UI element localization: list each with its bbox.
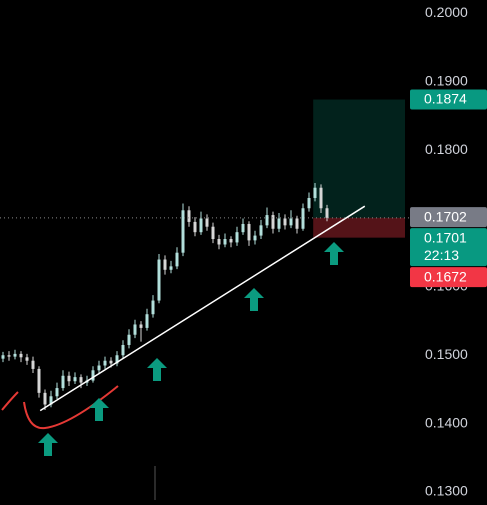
candle-body	[7, 355, 11, 357]
candle-body	[253, 235, 257, 241]
candle-body	[223, 239, 227, 245]
candle-body	[211, 226, 215, 240]
trendline	[39, 205, 366, 412]
profit-zone	[313, 99, 405, 218]
candle-body	[205, 218, 209, 227]
price-label-box	[410, 267, 487, 288]
candle-body	[229, 239, 233, 243]
candle-body	[133, 324, 137, 335]
candle-body	[37, 368, 41, 393]
candle-body	[169, 266, 173, 270]
candle-body	[79, 377, 83, 383]
y-tick-label: 0.2000	[425, 4, 468, 20]
candle-body	[313, 187, 317, 198]
plot-area	[0, 99, 410, 412]
candle-body	[25, 357, 29, 361]
candle-body	[157, 259, 161, 301]
candle-body	[115, 355, 119, 364]
candle-body	[295, 218, 299, 229]
candle-body	[1, 355, 5, 359]
up-arrow	[38, 433, 58, 456]
candle-body	[319, 187, 323, 209]
y-tick-label: 0.1900	[425, 72, 468, 88]
loss-zone	[313, 217, 405, 238]
candle-body	[31, 360, 35, 369]
candle-body	[49, 396, 53, 405]
candle-body	[241, 223, 245, 233]
price-label-box	[410, 207, 487, 228]
price-label: 0.1702	[424, 208, 467, 224]
candle-body	[325, 208, 329, 218]
candle-body	[121, 344, 125, 356]
candle-body	[145, 314, 149, 328]
y-tick-label: 0.1500	[425, 346, 468, 362]
price-label: 0.1701	[424, 229, 467, 245]
candle-body	[139, 324, 143, 328]
candle-body	[19, 353, 23, 358]
candle-body	[151, 300, 155, 315]
candle-body	[283, 218, 287, 226]
candle-body	[43, 392, 47, 405]
candle-body	[175, 252, 179, 267]
candle-body	[67, 375, 71, 382]
price-label-box	[410, 89, 487, 110]
up-arrow	[244, 288, 264, 311]
candle-body	[235, 232, 239, 243]
candle-body	[97, 365, 101, 371]
candle-body	[265, 215, 269, 226]
candle-body	[73, 377, 77, 382]
candle-body	[61, 375, 65, 389]
candle-body	[127, 334, 131, 345]
y-tick-label: 0.1800	[425, 141, 468, 157]
candle-body	[277, 218, 281, 229]
price-label-box	[410, 228, 487, 267]
candle-body	[103, 360, 107, 366]
candle-body	[271, 215, 275, 229]
candle-body	[187, 210, 191, 222]
candle-body	[163, 259, 167, 270]
countdown-label: 22:13	[424, 247, 459, 263]
candle-body	[91, 370, 95, 381]
candle-body	[55, 388, 59, 397]
candle-body	[247, 223, 251, 241]
candle-body	[301, 208, 305, 229]
up-arrow	[89, 398, 109, 421]
candle-body	[181, 210, 185, 253]
price-label: 0.1672	[424, 268, 467, 284]
candle-body	[199, 218, 203, 233]
candle-body	[109, 360, 113, 364]
candle-body	[289, 218, 293, 226]
up-arrow	[324, 242, 344, 265]
candle-body	[217, 239, 221, 245]
candle-body	[193, 221, 197, 233]
candle-body	[259, 225, 263, 236]
y-tick-label: 0.1400	[425, 414, 468, 430]
up-arrow	[147, 358, 167, 381]
y-tick-label: 0.1300	[425, 483, 468, 499]
candle-body	[307, 197, 311, 209]
arrows	[38, 242, 344, 456]
price-label: 0.1874	[424, 91, 467, 107]
candle-body	[13, 353, 17, 357]
